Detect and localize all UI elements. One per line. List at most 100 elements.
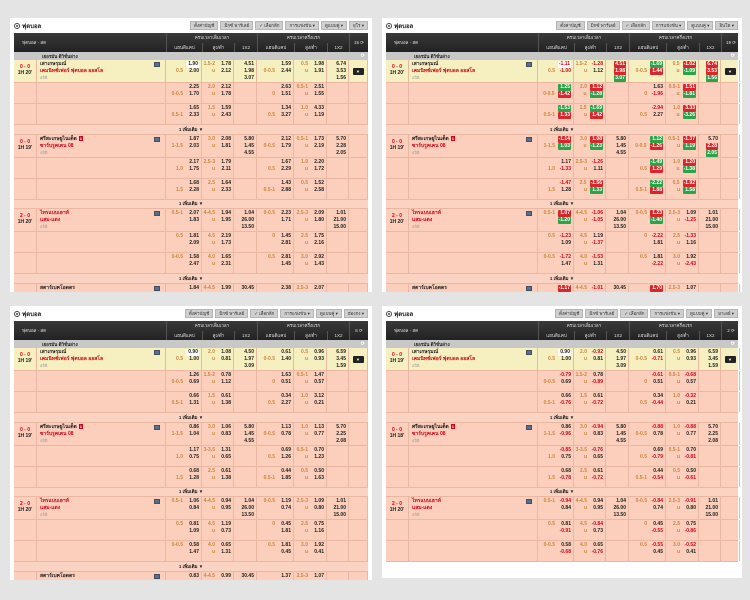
toolbar-button-0[interactable]: ตั้งค่าบัญชี [555,309,584,318]
sport-label[interactable]: ฟุตบอล - สด [394,328,419,333]
odds-value[interactable]: -0.78 [559,474,571,481]
odds-1x2-value[interactable]: 3.53 [336,68,346,74]
odds-value[interactable]: 1.95 [221,217,231,223]
odds-value[interactable]: 2.25 [189,84,199,90]
home-team[interactable]: เสาเกษรุมณ์ [40,61,165,68]
odds-value[interactable]: 1.17 [561,158,571,165]
odds-value[interactable]: 2.12 [281,135,291,142]
odds-1x2-value[interactable]: 1.45 [244,430,254,437]
odds-value[interactable]: 0.78 [653,430,663,437]
odds-value[interactable] [278,292,291,293]
odds-value[interactable]: 1.06 [189,498,199,504]
odds-1x2-value[interactable]: 1.98 [244,68,254,74]
odds-value[interactable]: 1.52 [314,179,324,186]
odds-value[interactable]: 0.94 [593,498,603,504]
odds-value[interactable]: -1.37 [591,240,603,246]
home-team[interactable]: ไทรแบบเฮาท์ [40,498,165,505]
odds-value[interactable]: -1.49 [649,158,663,166]
toolbar-button-0[interactable]: ตั้งค่าบัญชี [556,21,585,30]
odds-value[interactable]: -1.11 [557,61,571,68]
stats-link[interactable]: สถิติ [412,75,420,80]
odds-1x2-value[interactable]: 4.55 [244,437,254,444]
odds-1x2-value[interactable]: 3.07 [614,75,626,82]
odds-value[interactable]: 0.84 [561,505,571,511]
odds-value[interactable]: 0.44 [653,467,663,474]
odds-value[interactable]: 1.31 [221,549,231,555]
odds-value[interactable]: 1.19 [314,112,324,118]
odds-value[interactable]: 1.12 [590,84,603,91]
odds-value[interactable]: 0.83 [221,430,231,437]
away-team[interactable]: เคมนิทซ์เฟอร์ ฟุตบอล ออสโล [412,68,476,74]
odds-value[interactable]: 0.34 [281,393,291,399]
sport-label[interactable]: ฟุตบอล - สด [394,40,419,45]
stats-icon[interactable] [154,285,160,291]
away-team[interactable]: แสม-แดง [412,505,433,511]
odds-value[interactable]: -1.42 [557,91,571,98]
odds-value[interactable]: 0.68 [189,467,199,474]
odds-value[interactable]: 0.21 [686,400,696,406]
odds-value[interactable]: 1.63 [314,474,324,481]
odds-value[interactable]: -1.37 [682,135,696,143]
toolbar-button-1[interactable]: มิกซ์ พาร์เลย์ [585,309,619,318]
more-bets-toggle[interactable]: 1 เพิ่มเติม ▼ [386,487,738,497]
odds-value[interactable]: 1.19 [281,498,291,504]
odds-1x2-value[interactable]: 1.01 [708,210,718,216]
toolbar-button-0[interactable]: ตั้งค่าบัญชี [184,309,214,318]
odds-value[interactable]: 3.27 [281,112,291,118]
stats-icon[interactable] [526,211,532,216]
stats-link[interactable]: สถิติ [412,224,420,229]
odds-value[interactable]: -2.94 [651,105,663,111]
odds-value[interactable]: 0.81 [221,356,231,362]
odds-value[interactable]: 1.09 [686,210,696,216]
odds-value[interactable]: 1.90 [186,61,199,68]
odds-value[interactable]: 0.66 [561,393,571,399]
odds-value[interactable]: 2.44 [281,68,291,74]
odds-value[interactable]: 0.41 [686,549,696,555]
odds-1x2-value[interactable]: 5.80 [616,135,626,142]
odds-value[interactable]: 0.68 [561,467,571,474]
odds-1x2-value[interactable]: 2.05 [336,149,346,156]
odds-value[interactable]: 1.51 [683,84,696,91]
odds-value[interactable]: -0.84 [651,498,663,504]
odds-1x2-value[interactable]: 1.04 [244,210,254,216]
refresh-count-button[interactable]: 6 ⟳ [349,321,368,340]
odds-1x2-value[interactable]: 1.59 [708,363,718,369]
odds-value[interactable]: 1.45 [281,261,291,267]
odds-1x2-value[interactable]: 26.00 [241,217,254,223]
odds-value[interactable]: 1.47 [561,261,571,267]
odds-type-select[interactable]: มาเลย์ ▾ [714,309,738,318]
stats-icon[interactable] [154,424,160,430]
odds-value[interactable]: 1.26 [281,453,291,460]
odds-1x2-value[interactable]: 30.45 [241,284,254,291]
odds-value[interactable]: 2.20 [314,158,324,165]
more-bets-toggle[interactable]: 1 เพิ่มเติม ▼ [14,125,368,135]
odds-value[interactable]: 0.80 [314,505,324,511]
odds-type-select[interactable]: อินโด ▾ [715,21,738,30]
odds-value[interactable]: 1.16 [314,528,324,534]
odds-value[interactable]: 0.80 [686,505,696,511]
odds-value[interactable]: -1.40 [649,217,663,224]
odds-value[interactable]: 1.09 [314,498,324,504]
odds-value[interactable]: 1.65 [189,105,199,111]
home-team[interactable]: ศรีสะเกษยูไนเต็ด 1 [412,423,537,431]
odds-1x2-value[interactable]: 1.01 [708,498,718,504]
odds-value[interactable]: -1.38 [682,165,696,173]
odds-value[interactable]: 0.69 [653,446,663,453]
more-bets-toggle[interactable]: 1 เพิ่มเติม ▼ [14,413,368,423]
more-bets-toggle[interactable]: 1 เพิ่มเติม ▼ [14,562,368,572]
home-team[interactable]: ศรีสะเกษยูไนเต็ด 1 [40,135,165,143]
stats-icon[interactable] [526,136,532,142]
stats-link[interactable]: สถิติ [40,224,48,229]
refresh-count-button[interactable]: 2 ⟳ [721,321,740,340]
odds-1x2-value[interactable]: 30.45 [613,284,626,291]
odds-value[interactable]: 1.44 [650,68,663,75]
odds-value[interactable]: 2.31 [221,261,231,267]
odds-value[interactable]: -0.79 [651,453,663,460]
stats-icon[interactable] [526,350,532,355]
stats-icon[interactable] [154,211,160,216]
odds-value[interactable]: 0.61 [221,467,231,474]
odds-value[interactable]: -0.68 [684,372,696,378]
odds-value[interactable]: -1.69 [649,61,663,68]
odds-1x2-value[interactable]: 1.56 [336,75,346,81]
odds-value[interactable]: 1.25 [558,84,571,91]
